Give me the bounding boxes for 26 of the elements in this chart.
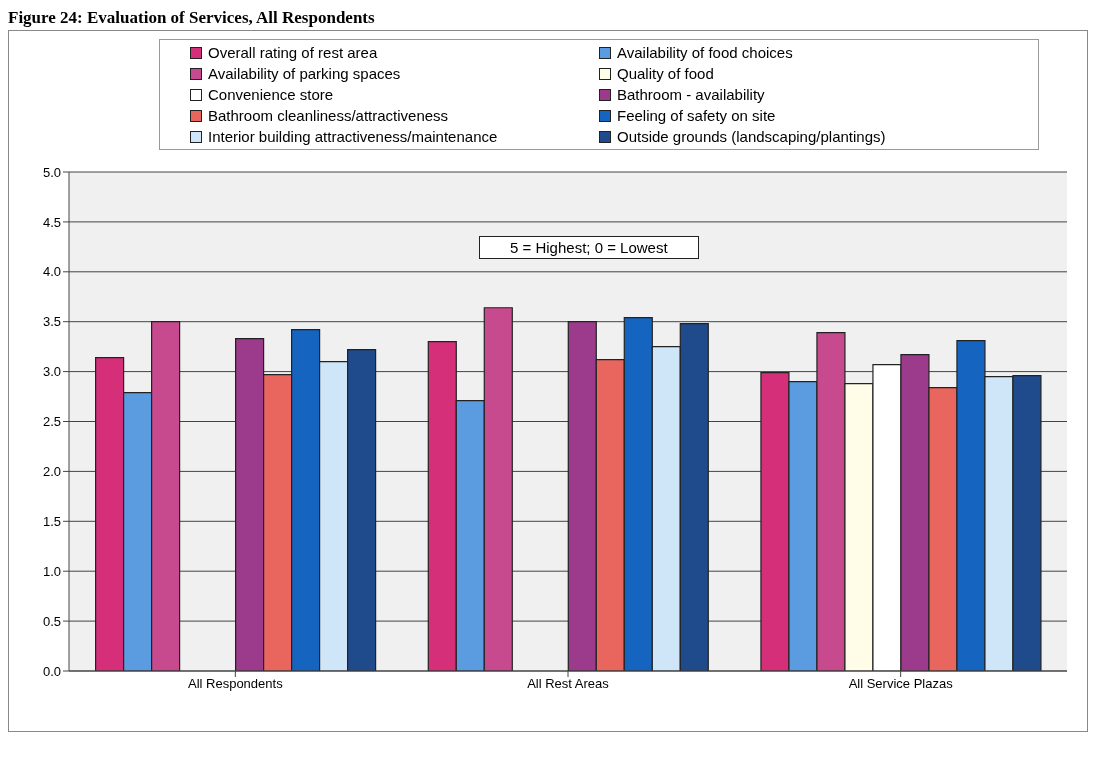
y-tick-label: 0.0: [42, 663, 61, 679]
x-tick-label: All Respondents: [188, 676, 284, 692]
legend-label: Convenience store: [208, 86, 334, 103]
y-tick-label: 4.5: [42, 214, 61, 230]
y-tick-label: 2.5: [42, 414, 61, 430]
legend-label: Quality of food: [617, 65, 714, 82]
legend-label: Bathroom - availability: [617, 86, 765, 103]
legend-label: Overall rating of rest area: [208, 44, 378, 61]
y-tick-label: 3.0: [42, 364, 61, 380]
x-tick-label: All Rest Areas: [527, 676, 610, 692]
x-tick-label: All Service Plazas: [848, 676, 954, 692]
y-tick-label: 1.5: [42, 513, 61, 529]
legend-label: Outside grounds (landscaping/plantings): [617, 128, 886, 145]
legend-label: Availability of food choices: [617, 44, 793, 61]
y-tick-label: 1.0: [42, 563, 61, 579]
y-tick-label: 5.0: [42, 164, 61, 180]
y-tick-label: 4.0: [42, 264, 61, 280]
legend-label: Bathroom cleanliness/attractiveness: [208, 107, 449, 124]
annotation: 5 = Highest; 0 = Lowest: [510, 239, 668, 256]
y-tick-label: 3.5: [42, 314, 61, 330]
legend-label: Interior building attractiveness/maintenance: [208, 128, 498, 145]
legend-label: Availability of parking spaces: [208, 65, 401, 82]
y-tick-label: 0.5: [42, 613, 61, 629]
legend-label: Feeling of safety on site: [617, 107, 776, 124]
chart-title: Figure 24: Evaluation of Services, All Respondents: [8, 8, 376, 29]
y-tick-label: 2.0: [42, 464, 61, 480]
